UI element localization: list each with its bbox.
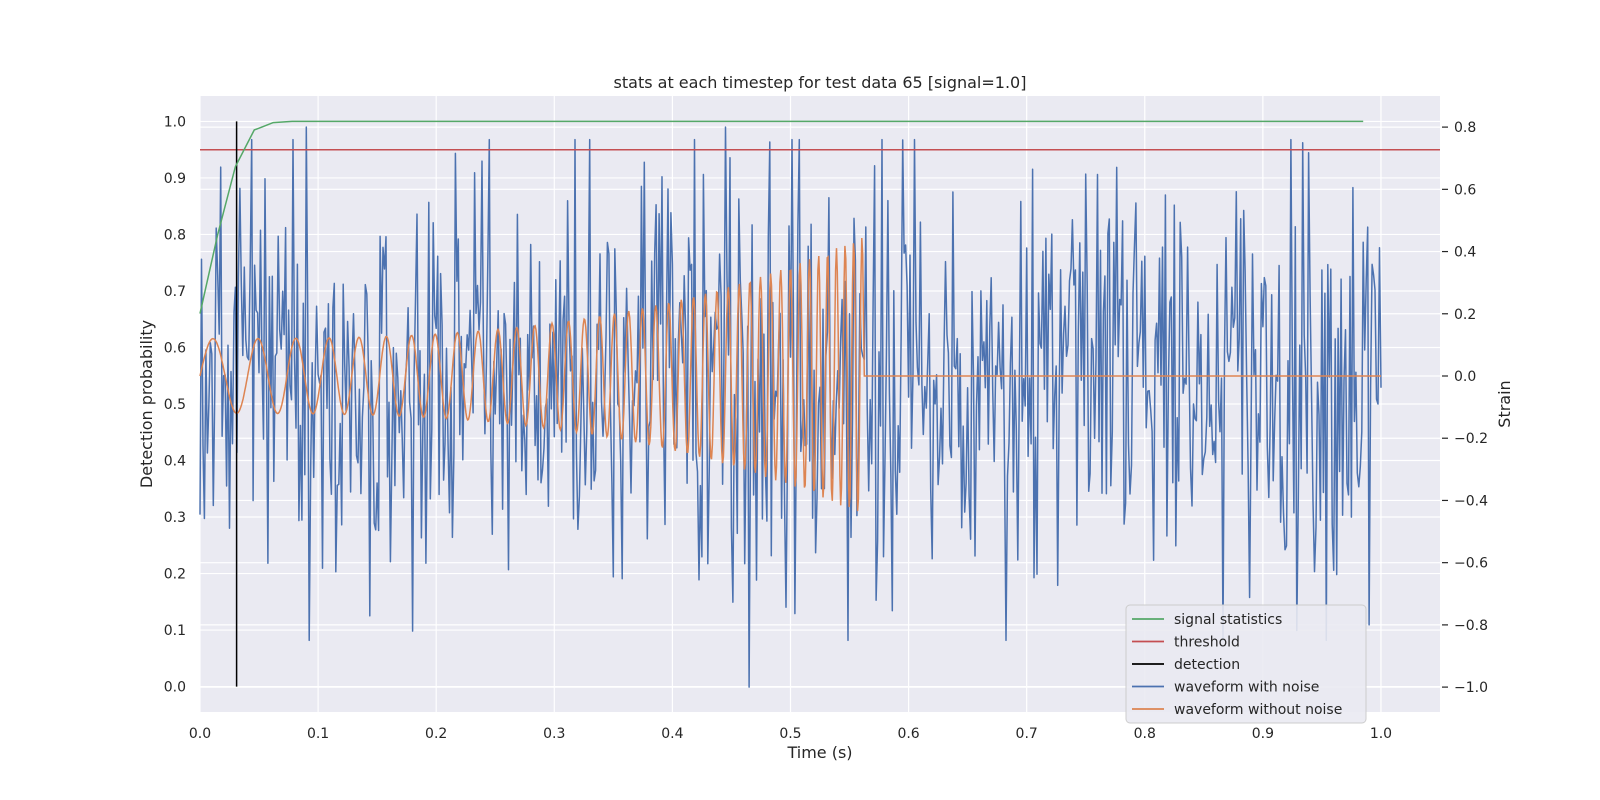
x-tick-label: 0.8: [1134, 726, 1156, 742]
series-waveform-with-noise: [199, 126, 1382, 688]
ticks: 0.0 0.1 0.2 0.3 0.4 0.5 0.6 0.7 0.8 0.9 1.0 0.0 0.1 0…: [164, 114, 1488, 742]
x-axis-label: Time (s): [786, 743, 852, 762]
y-left-tick-label: 0.8: [164, 227, 186, 243]
y-right-tick-label: −0.6: [1454, 556, 1488, 572]
x-tick-label: 0.1: [307, 726, 329, 742]
y-left-tick-label: 0.9: [164, 171, 186, 187]
y-right-tick-label: −0.8: [1454, 618, 1488, 634]
chart-title: stats at each timestep for test data 65 …: [614, 73, 1027, 92]
y-left-tick-label: 0.7: [164, 284, 186, 300]
y-left-tick-label: 0.0: [164, 680, 186, 696]
y-left-tick-label: 0.2: [164, 567, 186, 583]
y-right-tick-label: −0.2: [1454, 431, 1488, 447]
x-tick-label: 0.5: [779, 726, 801, 742]
legend-label: signal statistics: [1174, 612, 1282, 628]
legend: signal statistics threshold detection wavef…: [1125, 604, 1367, 724]
y-left-tick-label: 0.4: [164, 454, 186, 470]
y-right-tick-label: 0.0: [1454, 369, 1476, 385]
y-left-tick-label: 0.6: [164, 340, 186, 356]
y-axis-right-label: Strain: [1495, 380, 1514, 427]
legend-box: [1125, 604, 1367, 724]
y-left-tick-label: 0.5: [164, 397, 186, 413]
x-tick-label: 0.9: [1252, 726, 1274, 742]
y-right-tick-label: 0.6: [1454, 182, 1476, 198]
legend-label: detection: [1174, 657, 1240, 673]
x-tick-label: 0.4: [661, 726, 683, 742]
series-layer: [199, 120, 1440, 688]
x-tick-label: 0.3: [543, 726, 565, 742]
y-right-tick-label: 0.2: [1454, 307, 1476, 323]
y-left-tick-label: 1.0: [164, 114, 186, 130]
series-waveform-without-noise: [199, 237, 1381, 512]
y-axis-left-label: Detection probability: [137, 320, 156, 488]
legend-label: waveform with noise: [1174, 680, 1319, 696]
x-tick-label: 0.6: [897, 726, 919, 742]
y-right-tick-label: 0.8: [1454, 120, 1476, 136]
y-right-tick-label: −1.0: [1454, 680, 1488, 696]
y-right-tick-label: −0.4: [1454, 493, 1488, 509]
x-tick-label: 0.0: [189, 726, 211, 742]
y-left-tick-label: 0.1: [164, 623, 186, 639]
legend-label: waveform without noise: [1174, 702, 1342, 718]
legend-label: threshold: [1174, 635, 1240, 651]
y-left-tick-label: 0.3: [164, 510, 186, 526]
x-tick-label: 0.7: [1016, 726, 1038, 742]
x-tick-label: 0.2: [425, 726, 447, 742]
y-right-tick-label: 0.4: [1454, 245, 1476, 261]
x-tick-label: 1.0: [1370, 726, 1392, 742]
series-signal-statistics: [199, 120, 1364, 314]
